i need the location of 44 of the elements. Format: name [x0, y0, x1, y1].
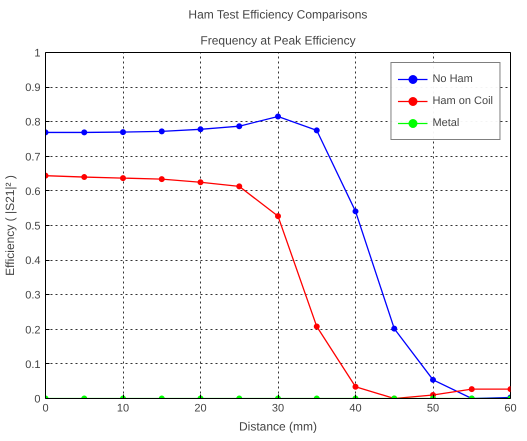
- chart-subtitle: Frequency at Peak Efficiency: [200, 34, 356, 48]
- point: [314, 127, 320, 134]
- x-tick-label: 30: [272, 402, 284, 414]
- x-tick-label: 20: [194, 402, 207, 414]
- point: [198, 126, 204, 132]
- point: [236, 183, 242, 190]
- chart-title: Ham Test Efficiency Comparisons: [188, 8, 368, 22]
- point: [391, 326, 398, 332]
- point: [468, 386, 475, 392]
- y-tick-label: 0.6: [25, 186, 41, 198]
- y-tick-label: 0.9: [25, 82, 41, 94]
- point: [352, 208, 358, 214]
- point: [158, 128, 165, 134]
- point: [120, 175, 126, 182]
- point: [158, 176, 165, 182]
- y-tick-label: 0.7: [25, 151, 41, 164]
- point: [275, 213, 281, 220]
- point: [81, 174, 88, 180]
- x-tick-label: 10: [116, 402, 130, 414]
- legend-label: No Ham: [432, 72, 473, 86]
- legend-label: Metal: [432, 116, 460, 130]
- y-tick-label: 0.8: [25, 116, 41, 129]
- legend-label: Ham on Coil: [432, 94, 493, 108]
- point: [81, 129, 88, 136]
- point: [430, 376, 436, 383]
- y-tick-label: 0.3: [25, 290, 41, 302]
- y-tick-label: 0: [34, 394, 41, 406]
- y-tick-label: 0.4: [25, 255, 41, 268]
- y-axis-title: Efficiency ( |S21|² ): [3, 175, 18, 276]
- y-tick-label: 0.1: [25, 358, 41, 371]
- x-tick-label: 0: [42, 402, 49, 414]
- point: [352, 384, 358, 390]
- x-tick-label: 50: [426, 402, 440, 414]
- y-tick-label: 1: [34, 48, 41, 60]
- x-tick-label: 60: [504, 402, 517, 414]
- x-tick-label: 40: [349, 402, 362, 414]
- point: [120, 129, 126, 136]
- y-tick-label: 0.5: [25, 220, 41, 232]
- point: [275, 114, 281, 120]
- y-tick-label: 0.2: [25, 324, 41, 336]
- x-axis-title: Distance (mm): [238, 420, 318, 434]
- point: [314, 324, 320, 330]
- point: [198, 179, 204, 186]
- point: [236, 123, 242, 130]
